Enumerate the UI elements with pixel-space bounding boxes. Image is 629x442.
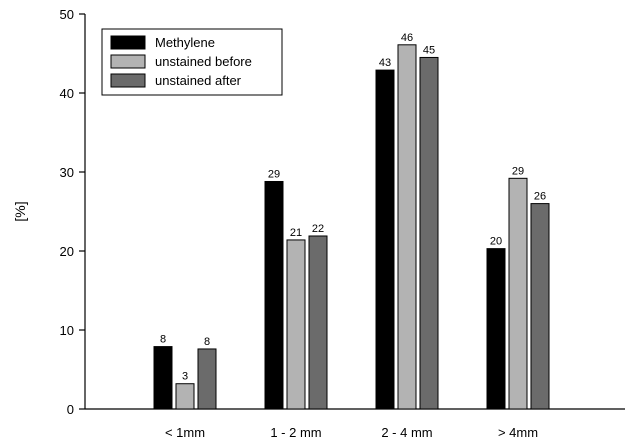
data-label: 29 <box>512 165 524 177</box>
legend-label: unstained after <box>155 73 242 88</box>
data-labels: 8 3 8 29 21 22 43 46 45 20 29 26 <box>160 32 546 383</box>
bar-unstained-after-2 <box>419 56 439 410</box>
bar-unstained-before-3 <box>508 177 528 410</box>
legend-label: unstained before <box>155 54 252 69</box>
y-tick-label: 0 <box>67 402 74 417</box>
x-tick-label: 1 - 2 mm <box>270 425 321 440</box>
y-tick-label: 10 <box>60 323 74 338</box>
y-axis-title: [%] <box>12 201 28 221</box>
legend-swatch <box>110 35 146 50</box>
x-tick-label: 2 - 4 mm <box>381 425 432 440</box>
bar-methylene-2 <box>375 69 395 410</box>
axes: 0 10 20 30 40 50 < 1mm 1 - 2 mm 2 - 4 mm > 4mm <box>60 7 625 440</box>
data-label: 20 <box>490 236 502 248</box>
bar-methylene-0 <box>153 346 173 410</box>
data-label: 8 <box>204 336 210 348</box>
legend: Methylene unstained before unstained after <box>101 28 283 96</box>
data-label: 46 <box>401 32 413 44</box>
bars <box>153 44 550 410</box>
x-tick-label: > 4mm <box>498 425 538 440</box>
y-tick-label: 30 <box>60 165 74 180</box>
bar-unstained-after-0 <box>197 348 217 410</box>
bar-methylene-3 <box>486 248 506 410</box>
legend-swatch <box>110 54 146 69</box>
bar-unstained-before-0 <box>175 383 195 410</box>
data-label: 45 <box>423 44 435 56</box>
data-label: 8 <box>160 334 166 346</box>
y-tick-label: 40 <box>60 86 74 101</box>
data-label: 22 <box>312 223 324 235</box>
data-label: 43 <box>379 57 391 69</box>
legend-swatch <box>110 73 146 88</box>
data-label: 3 <box>182 371 188 383</box>
y-tick-label: 20 <box>60 244 74 259</box>
data-label: 21 <box>290 227 302 239</box>
data-label: 29 <box>268 168 280 180</box>
bar-methylene-1 <box>264 180 284 410</box>
y-tick-label: 50 <box>60 7 74 22</box>
bar-unstained-after-1 <box>308 235 328 410</box>
x-tick-label: < 1mm <box>165 425 205 440</box>
data-label: 26 <box>534 191 546 203</box>
bar-unstained-before-2 <box>397 44 417 410</box>
bar-unstained-before-1 <box>286 239 306 410</box>
legend-label: Methylene <box>155 35 215 50</box>
bar-unstained-after-3 <box>530 203 550 410</box>
